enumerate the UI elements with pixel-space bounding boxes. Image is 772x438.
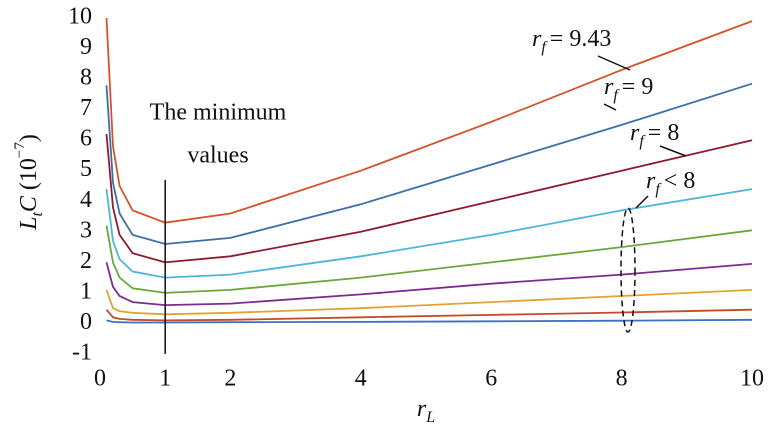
y-tick-label: -1 (72, 340, 92, 366)
x-tick-label: 1 (159, 366, 171, 392)
line-series (105, 308, 753, 322)
y-label-var: L (16, 217, 42, 231)
group-ellipse (620, 207, 636, 333)
annotation-sub: f (655, 181, 662, 198)
y-tick-label: 1 (80, 278, 92, 304)
x-tick-label: 6 (485, 366, 497, 392)
annotation-text: = 9 (622, 74, 654, 100)
y-tick-label: 8 (80, 65, 92, 91)
x-tick-label: 10 (740, 366, 764, 392)
y-tick-label: 4 (80, 187, 92, 213)
line-series (105, 188, 753, 279)
x-tick-label: 8 (616, 366, 628, 392)
y-label-var: C (16, 195, 42, 212)
y-tick-label: 7 (80, 95, 92, 121)
y-tick-label: 10 (68, 4, 92, 30)
x-label-var: r (417, 396, 427, 422)
annotation-sub: f (639, 133, 646, 150)
annotation-var: r (646, 168, 656, 194)
line-series (105, 17, 753, 224)
y-tick-label: 3 (80, 217, 92, 243)
line-series (105, 82, 753, 245)
annotation: values (187, 143, 248, 169)
y-tick-label: 9 (80, 34, 92, 60)
annotation-var: r (604, 74, 614, 100)
annotation-sub: f (613, 87, 620, 104)
annotation-sub: f (541, 39, 548, 56)
annotation: rf < 8 (646, 168, 695, 198)
line-series (105, 134, 753, 264)
y-tick-label: 5 (80, 156, 92, 182)
x-tick-label: 0 (94, 366, 106, 392)
x-axis-label: rL (417, 396, 435, 426)
line-series (105, 289, 753, 316)
annotation-text: = 8 (648, 120, 680, 146)
annotation-var: r (630, 120, 640, 146)
line-series (105, 225, 753, 294)
line-series (106, 318, 753, 324)
annotation: rf = 9 (604, 74, 653, 104)
line-series (105, 262, 753, 307)
y-tick-label: 6 (80, 126, 92, 152)
y-axis-label: LtC (10−7) (12, 134, 45, 231)
annotation: rf = 9.43 (532, 26, 611, 56)
y-tick-label: 0 (80, 309, 92, 335)
y-label-exp: −7 (12, 142, 28, 158)
annotation: rf = 8 (630, 120, 679, 150)
y-label-sub: t (29, 212, 46, 217)
leader-line (597, 55, 631, 71)
y-label-close: ) (16, 134, 42, 142)
annotation-text: = 9.43 (550, 26, 612, 52)
annotation-text: < 8 (664, 168, 696, 194)
leader-line (635, 195, 649, 209)
x-tick-label: 4 (355, 366, 367, 392)
x-tick-label: 2 (224, 366, 236, 392)
leader-line (659, 145, 687, 157)
annotation-var: r (532, 26, 542, 52)
y-label-unit: (10 (16, 158, 42, 190)
x-label-sub: L (425, 409, 435, 426)
y-tick-label: 2 (80, 248, 92, 274)
leader-line (603, 103, 617, 111)
annotation: The minimum (150, 100, 287, 126)
